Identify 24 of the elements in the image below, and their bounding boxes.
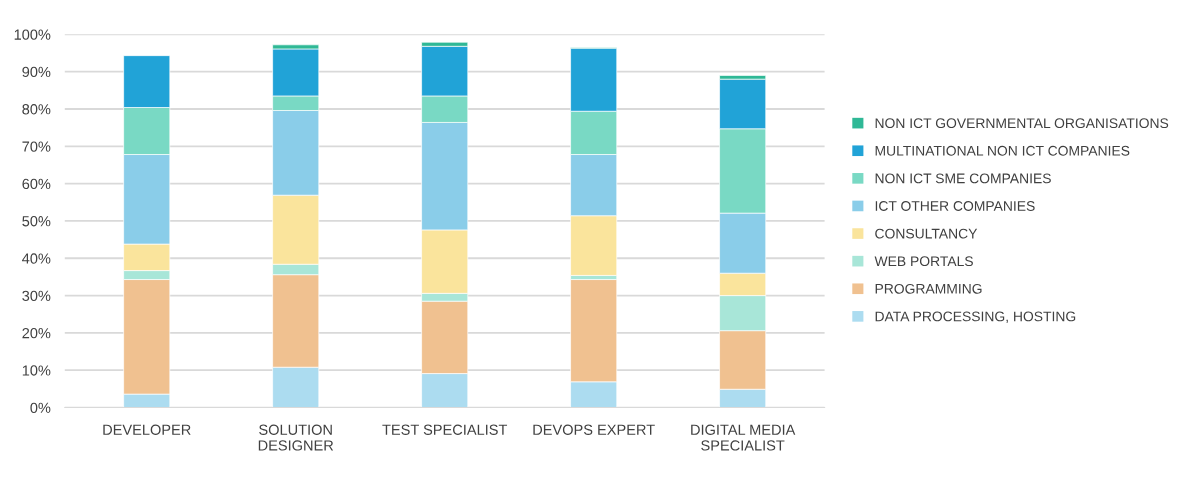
x-tick-label: DEVOPS EXPERT — [533, 424, 655, 435]
y-tick-label: 20% — [22, 328, 51, 339]
x-tick-label: DIGITAL MEDIA SPECIALIST — [691, 424, 796, 451]
legend-label: PROGRAMMING — [875, 283, 982, 294]
y-tick-label: 90% — [22, 66, 51, 78]
legend-label: WEB PORTALS — [874, 256, 973, 267]
legend-label: NON ICT GOVERNMENTAL ORGANISATIONS — [875, 118, 1169, 129]
x-tick-label: TEST SPECIALIST — [382, 424, 508, 435]
y-tick-label: 40% — [22, 253, 51, 264]
y-tick-label: 100% — [14, 29, 51, 40]
legend-label: ICT OTHER COMPANIES — [875, 201, 1035, 211]
y-tick-label: 30% — [22, 290, 51, 302]
x-tick-label: DEVELOPER — [103, 424, 191, 435]
legend-label: CONSULTANCY — [875, 228, 978, 239]
legend-label: NON ICT SME COMPANIES — [875, 173, 1051, 184]
y-tick-label: 60% — [22, 178, 51, 190]
y-tick-label: 70% — [22, 141, 51, 152]
legend-label: DATA PROCESSING, HOSTING — [875, 311, 1076, 323]
x-tick-label: SOLUTION DESIGNER — [258, 424, 334, 451]
y-tick-label: 0% — [30, 402, 51, 413]
legend-label: MULTINATIONAL NON ICT COMPANIES — [875, 145, 1130, 156]
y-tick-label: 50% — [22, 216, 51, 227]
y-tick-label: 80% — [22, 104, 51, 115]
y-tick-label: 10% — [22, 365, 51, 376]
